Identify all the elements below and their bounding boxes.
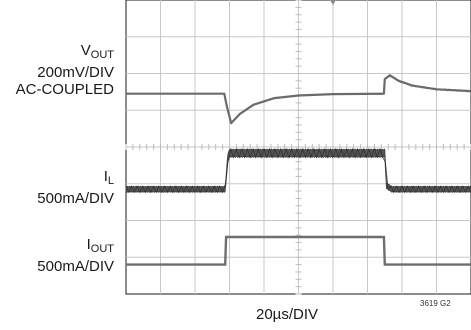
x-axis-label: 20µs/DIV	[256, 306, 318, 323]
grid	[125, 0, 471, 295]
traces	[125, 74, 471, 266]
trace-vout-noise	[384, 74, 470, 93]
il-channel-label: IL 500mA/DIV	[37, 168, 114, 207]
figure-id: 3619 G2	[420, 299, 451, 308]
vout-channel-label: VOUT 200mV/DIV AC-COUPLED	[15, 42, 114, 98]
trace-il-ripple	[125, 147, 471, 194]
iout-channel-label: IOUT 500mA/DIV	[37, 236, 114, 275]
trigger-marker	[330, 0, 336, 5]
trace-iout	[126, 235, 471, 266]
